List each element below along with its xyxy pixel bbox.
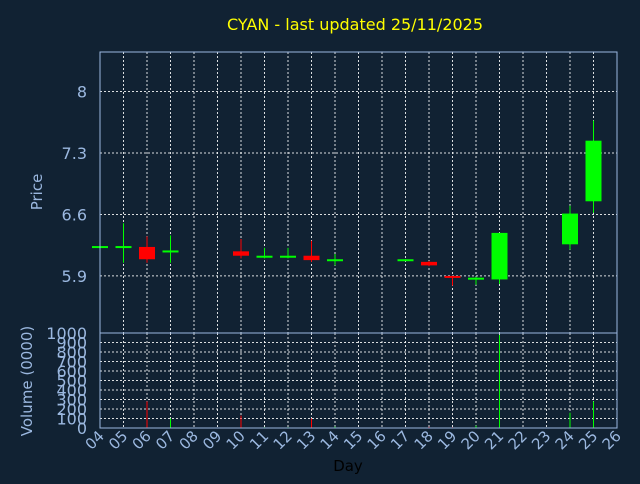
candle [303, 240, 320, 262]
volume-bars [99, 334, 594, 428]
candle [585, 120, 602, 213]
candle-body [491, 232, 508, 280]
candle-body [256, 255, 273, 258]
price-y-ticks: 5.9 6.6 7.3 8 [62, 83, 87, 286]
volume-tick-label: 600 [56, 362, 87, 381]
candle [397, 259, 414, 262]
price-tick-label: 6.6 [62, 205, 87, 224]
price-tick-label: 7.3 [62, 144, 87, 163]
x-tick-label: 06 [129, 427, 155, 453]
x-tick-label: 13 [293, 427, 319, 453]
candle [421, 260, 437, 267]
candle-body [162, 250, 179, 253]
candle-body [585, 140, 602, 202]
x-tick-label: 17 [387, 427, 413, 453]
candle-body [562, 213, 578, 245]
price-tick-label: 8 [77, 83, 87, 102]
candle [162, 235, 179, 263]
x-tick-label: 18 [411, 427, 437, 453]
candle [139, 236, 155, 263]
chart-title: CYAN - last updated 25/11/2025 [227, 15, 483, 34]
x-tick-label: 09 [199, 427, 225, 453]
volume-plot-frame [99, 332, 618, 429]
x-tick-label: 26 [599, 427, 625, 453]
candle-body [233, 251, 249, 256]
candle [280, 247, 296, 259]
candle-body [397, 259, 414, 262]
x-tick-label: 07 [152, 427, 178, 453]
x-tick-label: 05 [105, 427, 131, 453]
candle [233, 239, 249, 259]
candle-body [421, 261, 437, 266]
volume-grid [99, 333, 618, 428]
candle-body [468, 277, 484, 280]
x-tick-label: 22 [505, 427, 531, 453]
x-tick-label: 24 [552, 427, 578, 453]
x-tick-label: 16 [364, 427, 390, 453]
x-tick-label: 15 [340, 427, 366, 453]
candle-body [303, 255, 320, 261]
x-tick-label: 25 [575, 427, 601, 453]
volume-tick-label: 800 [56, 343, 87, 362]
candle-body [280, 255, 296, 258]
volume-tick-label: 1000 [46, 324, 87, 343]
candle [468, 276, 484, 285]
candle-body [444, 275, 461, 278]
volume-axis-label: Volume (0000) [18, 326, 36, 436]
x-tick-label: 19 [434, 427, 460, 453]
volume-tick-label: 700 [56, 353, 87, 372]
volume-tick-label: 500 [56, 372, 87, 391]
volume-tick-label: 900 [56, 334, 87, 353]
candle-body [327, 259, 343, 262]
candle [115, 223, 132, 263]
volume-tick-label: 400 [56, 381, 87, 400]
price-axis-label: Price [28, 174, 46, 211]
x-tick-label: 21 [481, 427, 507, 453]
price-grid [99, 52, 618, 333]
x-tick-label: 23 [528, 427, 554, 453]
volume-tick-label: 100 [56, 410, 87, 429]
candle [562, 205, 578, 250]
candle-body [139, 246, 155, 260]
x-tick-label: 10 [223, 427, 249, 453]
price-candles [92, 120, 602, 286]
candle [256, 247, 273, 259]
volume-tick-label: 200 [56, 400, 87, 419]
candle-body [115, 246, 132, 249]
x-tick-label: 20 [458, 427, 484, 453]
x-tick-label: 14 [317, 427, 343, 453]
x-axis-label: Day [333, 457, 363, 475]
x-ticks: 0405060708091011121314151617181920212223… [82, 427, 625, 453]
x-tick-label: 12 [270, 427, 296, 453]
volume-tick-label: 0 [77, 419, 87, 438]
candle [491, 232, 508, 284]
price-tick-label: 5.9 [62, 267, 87, 286]
volume-tick-label: 300 [56, 391, 87, 410]
x-tick-label: 08 [176, 427, 202, 453]
x-tick-label: 11 [246, 427, 272, 453]
candle [444, 275, 461, 286]
candle [327, 253, 343, 266]
